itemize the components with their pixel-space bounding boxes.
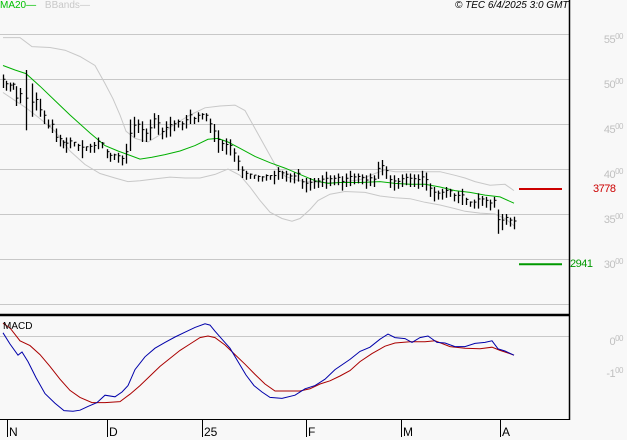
x-label-F: F <box>308 425 316 439</box>
bb-lower-line <box>2 92 515 227</box>
bb-upper-line <box>3 37 515 192</box>
x-label-N: N <box>9 425 18 439</box>
signal-line <box>2 322 515 404</box>
resistance-label: 3778 <box>593 183 616 195</box>
x-axis-ticks <box>7 420 501 437</box>
macd-line <box>2 323 515 412</box>
legend-bbands: BBands— <box>44 0 90 11</box>
ma20-line <box>2 65 515 204</box>
price-bars <box>2 70 517 234</box>
x-label-25: 25 <box>204 425 218 439</box>
x-label-A: A <box>502 425 511 439</box>
macd-axis-label: -100 <box>606 366 623 380</box>
grid-lines <box>0 34 569 337</box>
legend: MA20— BBands— <box>0 0 90 11</box>
price-axis-label: 5500 <box>603 32 624 46</box>
x-label-M: M <box>403 425 413 439</box>
macd-lines <box>2 322 515 412</box>
macd-axis-label: 000 <box>609 334 623 348</box>
x-label-D: D <box>109 425 118 439</box>
support-label: 2941 <box>570 258 593 270</box>
ma20-path <box>2 65 515 204</box>
copyright-timestamp: © TEC 6/4/2025 3:0 GMT <box>455 0 569 11</box>
price-axis-label: 3500 <box>603 212 624 226</box>
price-axis-label: 4000 <box>603 167 624 181</box>
bollinger-bands <box>2 37 515 227</box>
legend-ma20: MA20— <box>0 0 37 11</box>
support-resistance-lines <box>519 187 562 266</box>
price-axis-label: 5000 <box>603 77 624 91</box>
price-axis-label: 4500 <box>603 122 624 136</box>
price-axis-label: 3000 <box>603 257 624 271</box>
chart-frame <box>0 0 571 420</box>
macd-title: MACD <box>3 321 33 332</box>
